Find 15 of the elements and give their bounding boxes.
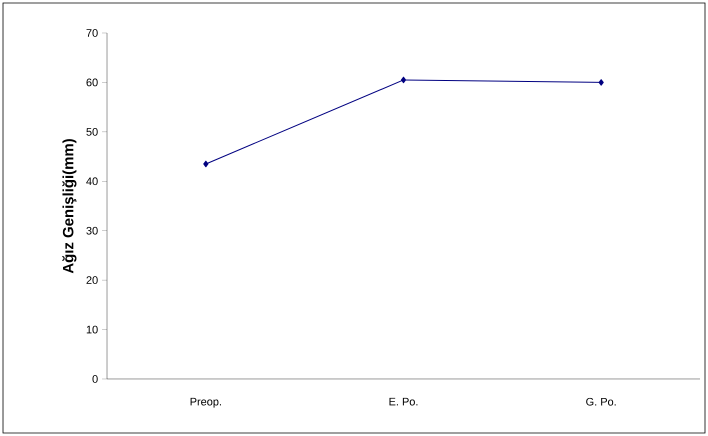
point bbox=[400, 76, 406, 84]
y-tick-label: 20 bbox=[86, 276, 98, 284]
y-tick-label: 40 bbox=[86, 177, 98, 186]
x-tick-label: G. Po. bbox=[586, 398, 616, 406]
x-tick-label: E. Po. bbox=[389, 398, 418, 406]
point bbox=[598, 79, 604, 86]
y-tick-label: 50 bbox=[86, 128, 98, 136]
y-tick-label: 60 bbox=[86, 78, 98, 86]
x-tick-label: Preop. bbox=[190, 398, 221, 408]
y-tick-label: 30 bbox=[86, 226, 98, 235]
y-tick-label: 70 bbox=[86, 29, 98, 37]
y-axis-title: Ağız Genişliği(mm) bbox=[62, 139, 76, 274]
y-tick-label: 0 bbox=[92, 375, 98, 383]
y-tick-label: 10 bbox=[86, 326, 98, 334]
point bbox=[203, 160, 208, 168]
